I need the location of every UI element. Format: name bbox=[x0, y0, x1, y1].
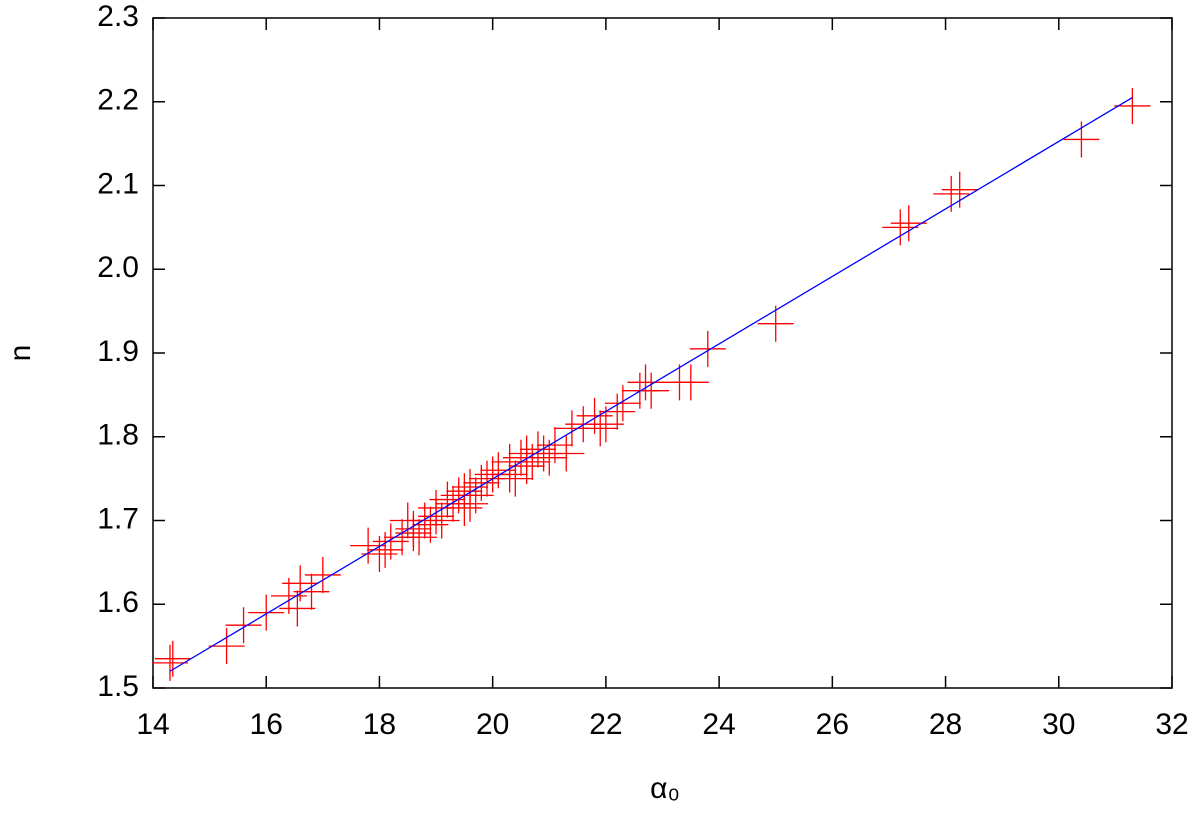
scatter-point bbox=[882, 209, 919, 246]
y-tick-label: 1.8 bbox=[97, 419, 139, 452]
y-tick-label: 2.0 bbox=[97, 251, 139, 284]
x-tick-label: 20 bbox=[476, 708, 509, 741]
scatter-point bbox=[151, 644, 188, 681]
scatter-point bbox=[627, 364, 664, 401]
y-tick-label: 2.3 bbox=[97, 0, 139, 33]
x-tick-label: 30 bbox=[1042, 708, 1075, 741]
scatter-point bbox=[689, 330, 726, 367]
scatter-point bbox=[480, 452, 517, 489]
fit-line bbox=[169, 97, 1133, 672]
x-tick-label: 28 bbox=[929, 708, 962, 741]
scatter-point bbox=[372, 523, 409, 560]
y-axis-label: n bbox=[4, 345, 37, 362]
y-tick-label: 1.9 bbox=[97, 335, 139, 368]
scatter-point bbox=[452, 469, 489, 505]
scatter-point bbox=[429, 481, 466, 518]
scatter-point bbox=[304, 556, 341, 593]
scatter-point bbox=[282, 565, 319, 602]
scatter-point bbox=[208, 628, 245, 665]
y-tick-label: 1.6 bbox=[97, 586, 139, 619]
scatter-point bbox=[757, 305, 794, 342]
x-tick-label: 22 bbox=[589, 708, 622, 741]
scatter-point bbox=[293, 573, 330, 610]
scatter-point bbox=[395, 510, 432, 547]
scatter-point bbox=[1114, 87, 1151, 124]
x-tick-label: 32 bbox=[1155, 708, 1188, 741]
x-axis-label: α₀ bbox=[650, 772, 680, 805]
x-tick-label: 26 bbox=[816, 708, 849, 741]
y-tick-label: 2.2 bbox=[97, 84, 139, 117]
scatter-point bbox=[933, 175, 970, 212]
scatter-point bbox=[154, 640, 191, 677]
scatter-point bbox=[672, 364, 709, 401]
y-tick-label: 2.1 bbox=[97, 167, 139, 200]
x-tick-label: 24 bbox=[702, 708, 735, 741]
scatter-point bbox=[412, 506, 449, 543]
scatter-point bbox=[582, 410, 619, 447]
scatter-point bbox=[941, 171, 978, 208]
y-tick-label: 1.7 bbox=[97, 502, 139, 535]
scatter-point bbox=[279, 590, 316, 627]
scatter-point bbox=[423, 502, 460, 539]
x-tick-label: 14 bbox=[136, 708, 169, 741]
scatter-point bbox=[248, 594, 285, 631]
scatter-point bbox=[536, 427, 573, 464]
plot-frame bbox=[152, 17, 1173, 689]
scatter-point bbox=[548, 435, 585, 472]
x-tick-label: 18 bbox=[363, 708, 396, 741]
x-tick-label: 16 bbox=[250, 708, 283, 741]
y-tick-label: 1.5 bbox=[97, 670, 139, 703]
scatter-point bbox=[1063, 121, 1100, 158]
scatter-point bbox=[519, 431, 556, 468]
scatter-point bbox=[633, 372, 670, 409]
scatter-point bbox=[225, 607, 262, 644]
